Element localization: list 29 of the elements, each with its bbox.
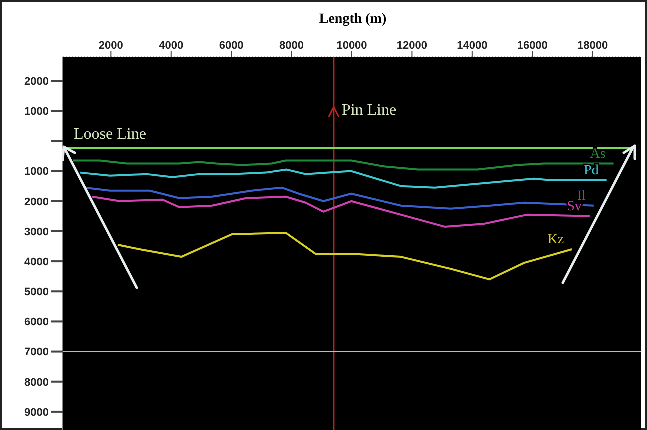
x-tick-label: 8000	[280, 40, 304, 52]
y-tick-label: 5000	[24, 286, 49, 299]
y-tick-label: 1000	[24, 106, 49, 118]
y-tick-label: 4000	[24, 256, 49, 268]
x-tick-label: 14000	[457, 40, 488, 52]
y-tick-label: 8000	[24, 376, 49, 389]
y-tick-label: 7000	[24, 346, 49, 359]
series-label: As	[590, 146, 606, 162]
y-tick-label: 6000	[24, 316, 49, 329]
x-tick-label: 2000	[98, 40, 124, 52]
line-series	[117, 232, 574, 281]
y-tick-label: 1000	[24, 166, 49, 178]
y-tick-label: 2000	[24, 76, 49, 88]
line-series	[84, 186, 595, 210]
y-tick-label: 3000	[24, 226, 49, 238]
series-label: Pd	[584, 163, 599, 178]
x-tick-label: 12000	[396, 40, 428, 52]
x-tick-label: 16000	[517, 40, 548, 52]
x-tick-label: 18000	[578, 40, 608, 52]
x-axis-title: Length (m)	[318, 12, 388, 28]
ref-line-label: Pin Line	[342, 102, 397, 119]
x-tick-label: 6000	[219, 40, 244, 52]
x-tick-label: 4000	[159, 40, 184, 52]
annotation: Loose Line	[74, 126, 146, 144]
y-tick-label: 2000	[24, 196, 49, 208]
y-tick-label: 9000	[24, 406, 49, 419]
x-tick-label: 10000	[336, 40, 368, 52]
series-label: Il	[577, 188, 586, 204]
series-label: Kz	[548, 232, 564, 248]
